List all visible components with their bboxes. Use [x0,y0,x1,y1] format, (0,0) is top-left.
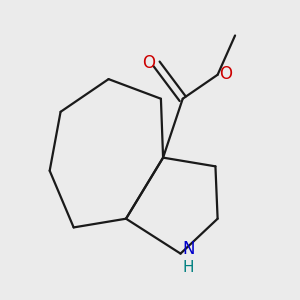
Text: H: H [182,260,194,275]
Text: N: N [182,240,194,258]
Text: O: O [219,65,232,83]
Text: O: O [142,54,155,72]
